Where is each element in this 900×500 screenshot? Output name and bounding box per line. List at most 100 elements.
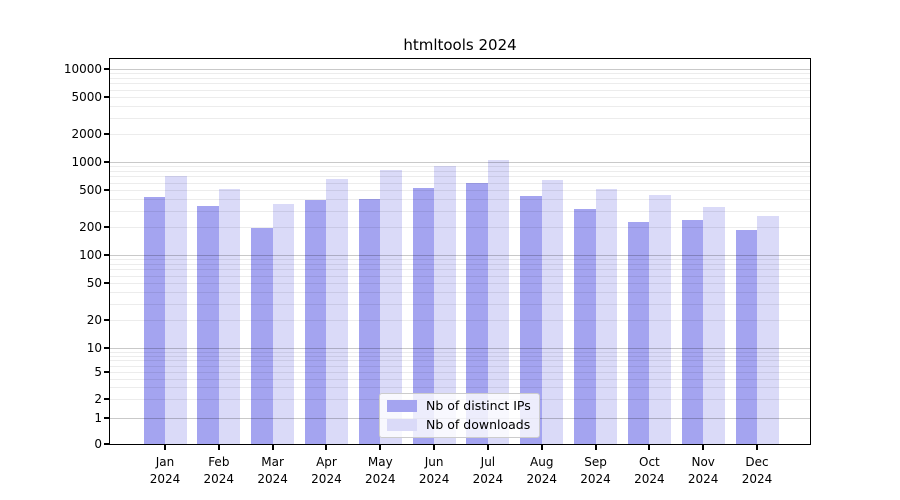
y-axis-tick-label: 10 <box>86 341 102 355</box>
gridline-minor <box>110 182 810 184</box>
x-axis-tick <box>325 445 328 450</box>
gridline-minor <box>110 269 810 271</box>
y-axis-tick-label: 50 <box>86 275 102 290</box>
x-axis-year: 2024 <box>634 471 665 486</box>
x-axis-tick <box>217 445 220 450</box>
gridline-major <box>110 69 810 70</box>
gridline-minor <box>110 171 810 172</box>
y-axis-tick-label: 200 <box>79 220 102 234</box>
x-axis-tick <box>648 445 651 450</box>
bar-downloads <box>218 188 241 444</box>
bar-downloads <box>165 176 187 444</box>
x-axis-month: Sep <box>584 455 607 469</box>
bar-downloads <box>487 160 510 444</box>
bar-distinct-ips <box>735 230 758 444</box>
legend-swatch-downloads <box>387 419 417 431</box>
gridline-minor <box>110 89 810 91</box>
gridline-minor <box>110 303 810 305</box>
bar-distinct-ips <box>304 200 327 444</box>
x-axis-month: Feb <box>208 455 230 469</box>
gridline-minor <box>110 378 810 380</box>
x-axis-tick <box>164 445 166 450</box>
x-axis-tick-label: Dec 2024 <box>727 454 787 487</box>
gridline-minor <box>110 282 810 284</box>
bar-downloads <box>326 179 348 444</box>
x-axis-month: Oct <box>639 455 660 469</box>
x-axis-year: 2024 <box>580 471 611 486</box>
chart-title: htmltools 2024 <box>403 36 517 54</box>
x-axis-tick <box>540 445 543 450</box>
gridline-minor <box>110 355 810 357</box>
gridline-minor <box>110 78 810 79</box>
gridline-minor <box>110 73 810 75</box>
bar-downloads <box>703 207 725 444</box>
gridline-minor <box>110 365 810 367</box>
y-axis-tick-label: 2000 <box>71 127 102 141</box>
y-axis-tick <box>104 398 110 400</box>
x-axis-tick <box>756 445 759 450</box>
x-axis-month: Jan <box>155 455 175 469</box>
x-axis-month: Dec <box>745 455 769 469</box>
x-axis-year: 2024 <box>257 471 288 486</box>
x-axis-month: Jul <box>480 455 496 469</box>
y-axis-tick-label: 1000 <box>71 155 102 169</box>
gridline-minor <box>110 199 810 200</box>
legend-label-distinct-ips: Nb of distinct IPs <box>426 398 531 413</box>
bar-downloads <box>649 195 671 444</box>
y-axis-tick <box>104 161 110 163</box>
y-axis-tick <box>104 188 110 191</box>
gridline-major <box>110 348 810 349</box>
x-axis-tick <box>433 445 436 450</box>
y-axis-tick-label: 1 <box>94 411 102 425</box>
bar-downloads <box>380 170 402 444</box>
bar-distinct-ips <box>627 222 650 444</box>
bar-distinct-ips <box>358 199 381 444</box>
x-axis-year: 2024 <box>203 471 235 486</box>
y-axis-tick <box>104 443 110 445</box>
bar-distinct-ips <box>520 196 542 444</box>
gridline-minor <box>110 259 810 261</box>
x-axis-month: May <box>367 455 393 469</box>
gridline-minor <box>110 360 810 362</box>
y-axis-tick-label: 100 <box>79 248 102 262</box>
gridline-major <box>110 255 810 256</box>
bar-distinct-ips <box>251 228 273 444</box>
gridline-minor <box>110 117 810 119</box>
y-axis-tick <box>104 254 110 256</box>
x-axis-tick <box>486 445 489 450</box>
gridline-major <box>110 162 810 163</box>
y-axis-tick <box>104 68 110 70</box>
gridline-minor <box>110 210 810 212</box>
x-axis-tick-label: Jan 2024 <box>135 454 195 487</box>
y-axis-tick-label: 20 <box>86 313 102 327</box>
bar-downloads <box>757 216 779 444</box>
gridline-minor <box>110 387 810 389</box>
bar-distinct-ips <box>681 219 704 444</box>
x-axis-year: 2024 <box>364 471 396 486</box>
x-axis-month: Apr <box>316 455 337 469</box>
y-axis-tick <box>104 319 110 321</box>
plot-area: 10000 5000 2000 1000 500 200 100 50 20 10 5 2 1 0 Jan… <box>64 58 811 486</box>
x-axis-tick-label: Aug 2024 <box>512 454 572 487</box>
bar-distinct-ips <box>197 206 219 444</box>
gridline-minor <box>110 176 810 178</box>
x-axis-tick-label: Sep 2024 <box>566 454 626 487</box>
y-axis-tick <box>104 95 110 98</box>
x-axis-tick-label: Apr 2024 <box>296 454 356 487</box>
gridline-minor <box>110 292 810 293</box>
legend: Nb of distinct IPs Nb of downloads <box>379 393 540 438</box>
gridline-minor <box>110 320 810 321</box>
legend-item-distinct-ips: Nb of distinct IPs <box>387 399 531 413</box>
x-axis-year: 2024 <box>149 471 181 486</box>
x-axis-tick-label: May 2024 <box>350 454 410 487</box>
y-axis-tick <box>104 417 110 419</box>
bar-downloads <box>272 203 295 444</box>
x-axis-tick <box>271 445 274 450</box>
bar-distinct-ips <box>466 182 488 444</box>
y-axis-tick-label: 0 <box>94 437 102 451</box>
bar-distinct-ips <box>574 209 596 444</box>
x-axis-tick-label: Jul 2024 <box>458 454 518 487</box>
x-axis-year: 2024 <box>687 471 719 486</box>
gridline-minor <box>110 83 810 85</box>
